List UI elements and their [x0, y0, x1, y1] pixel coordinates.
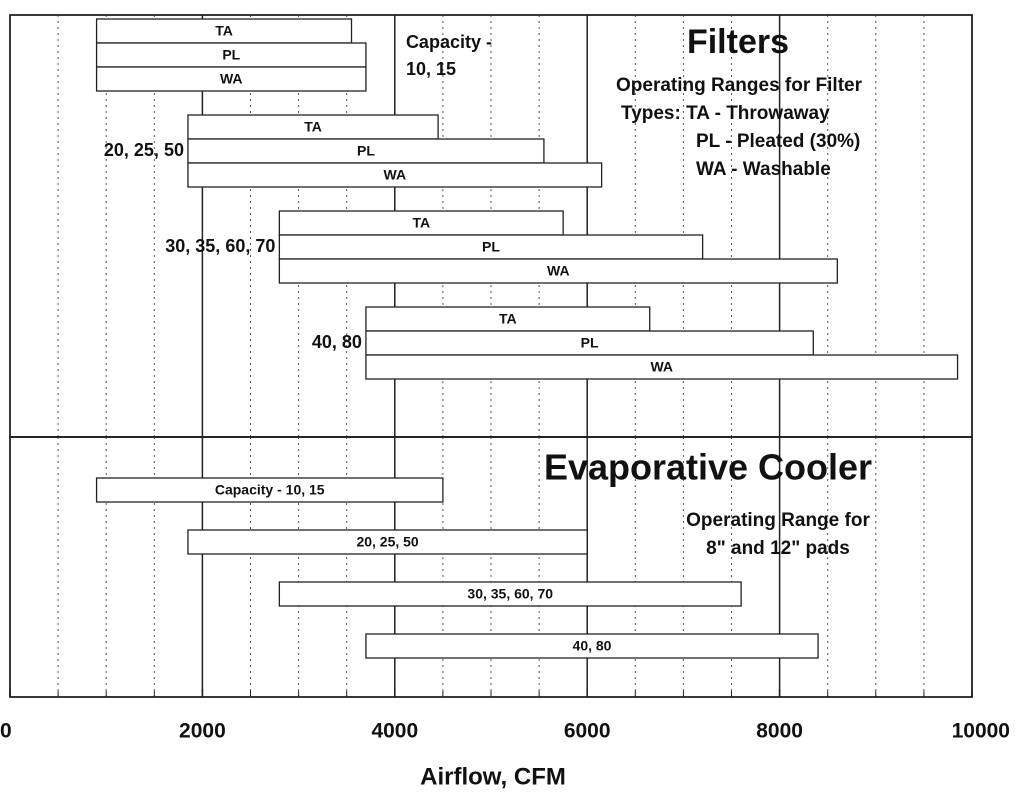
- bar-label: PL: [222, 47, 240, 63]
- x-tick-label: 0: [0, 720, 12, 743]
- range-bar: [95, 477, 444, 503]
- bar-label: PL: [357, 143, 375, 159]
- bar-label: TA: [304, 119, 322, 135]
- x-tick-label: 4000: [371, 720, 418, 743]
- bar-label: WA: [650, 359, 673, 375]
- range-bar: [95, 18, 353, 44]
- group-label: 30, 35, 60, 70: [165, 236, 275, 256]
- range-bar: [278, 581, 742, 607]
- bar-label: PL: [581, 335, 599, 351]
- bar-label: WA: [384, 167, 407, 183]
- bar-label: WA: [220, 71, 243, 87]
- bar-label: 40, 80: [573, 638, 612, 654]
- group-label: Capacity -: [406, 32, 492, 52]
- group-label: 10, 15: [406, 59, 456, 79]
- note: 8" and 12" pads: [706, 538, 850, 559]
- bar-label: WA: [547, 263, 570, 279]
- panel-title: Filters: [687, 23, 789, 61]
- bar-label: TA: [499, 311, 517, 327]
- range-bar: [187, 162, 603, 188]
- x-tick-label: 8000: [756, 720, 803, 743]
- range-bar: [278, 210, 564, 236]
- panel-title: Evaporative Cooler: [544, 447, 872, 488]
- group-label: 40, 80: [312, 332, 362, 352]
- bar-label: PL: [482, 239, 500, 255]
- x-tick-label: 10000: [952, 720, 1010, 743]
- range-bar: [365, 354, 959, 380]
- range-bar: [187, 529, 588, 555]
- bar-label: 20, 25, 50: [356, 534, 418, 550]
- range-bar: [278, 258, 838, 284]
- bar-label: Capacity - 10, 15: [215, 482, 325, 498]
- note: Operating Ranges for Filter: [616, 75, 863, 96]
- bar-label: TA: [412, 215, 430, 231]
- x-axis-label: Airflow, CFM: [420, 763, 566, 790]
- x-tick-label: 6000: [564, 720, 611, 743]
- bar-label: 30, 35, 60, 70: [467, 586, 553, 602]
- x-tick-label: 2000: [179, 720, 226, 743]
- range-bar: [365, 330, 814, 356]
- bar-label: TA: [215, 23, 233, 39]
- group-label: 20, 25, 50: [104, 140, 184, 160]
- range-bar: [95, 42, 367, 68]
- range-bar: [187, 114, 439, 140]
- note: PL - Pleated (30%): [696, 131, 860, 152]
- note: Types: TA - Throwaway: [621, 103, 830, 124]
- range-bar: [95, 66, 367, 92]
- note: Operating Range for: [686, 510, 870, 531]
- note: WA - Washable: [696, 159, 831, 180]
- range-bar: [187, 138, 545, 164]
- range-bar: [365, 633, 819, 659]
